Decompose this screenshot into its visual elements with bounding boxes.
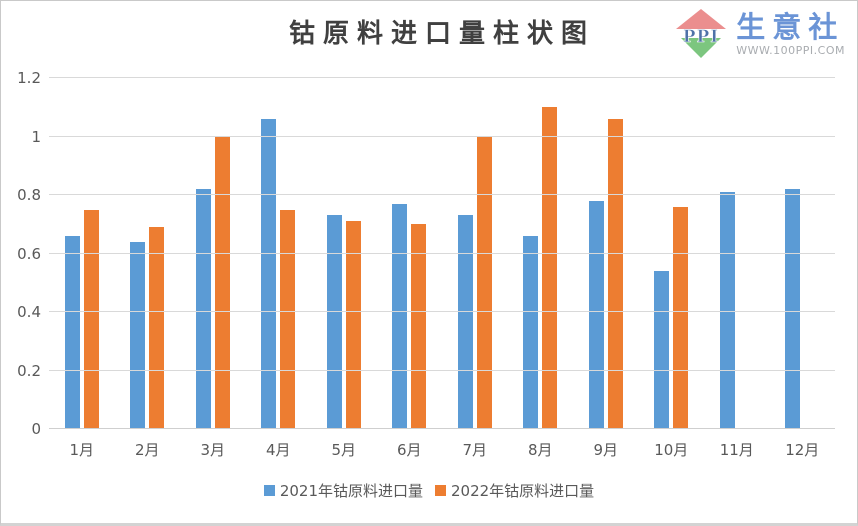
bar-group-month-6 [377, 78, 443, 429]
bar-series1-month-10 [654, 271, 670, 429]
gridline [49, 77, 835, 78]
y-axis: 0 0.2 0.4 0.6 0.8 1 1.2 [1, 69, 41, 438]
gridline [49, 252, 835, 254]
bar-series1-month-3 [195, 189, 211, 429]
bar-series2-month-5 [345, 221, 361, 429]
x-axis-label: 12月 [785, 441, 820, 459]
bar-series2-month-10 [673, 206, 689, 429]
gridline [49, 311, 835, 312]
bar-series1-month-5 [326, 215, 342, 429]
bar-group-month-10 [639, 78, 705, 429]
bar-group-month-2 [115, 78, 181, 429]
bar-series1-month-4 [261, 118, 277, 429]
gridline [49, 194, 835, 195]
x-axis-label: 9月 [593, 441, 619, 459]
bar-group-month-1 [49, 78, 115, 429]
logo-ppi-text: PPI [683, 27, 720, 47]
bar-series2-month-8 [542, 107, 558, 429]
legend-label: 2021年钴原料进口量 [279, 482, 423, 500]
bar-series1-month-7 [457, 215, 473, 429]
y-axis-tick-label: 0.4 [17, 303, 41, 321]
bar-series2-month-4 [280, 209, 296, 429]
logo-roof-triangle [676, 9, 727, 29]
x-axis-label: 4月 [265, 441, 291, 459]
bar-group-month-8 [508, 78, 574, 429]
bar-series2-month-3 [214, 136, 230, 429]
x-axis-label: 6月 [396, 441, 422, 459]
site-logo: PPI 生意社 WWW.100PPI.COM [674, 8, 845, 60]
legend-label: 2022年钴原料进口量 [451, 482, 595, 500]
x-axis-label: 3月 [200, 441, 226, 459]
legend-swatch-icon [435, 485, 446, 496]
bar-series2-month-2 [149, 227, 165, 429]
brand-name: 生意社 [736, 9, 845, 44]
bar-group-month-5 [311, 78, 377, 429]
legend: 2021年钴原料进口量 2022年钴原料进口量 [1, 480, 857, 501]
x-axis-label: 7月 [462, 441, 488, 459]
y-axis-tick-label: 1 [31, 127, 41, 146]
ppi-house-icon: PPI [676, 9, 727, 58]
bar-series2-month-6 [411, 224, 427, 429]
bar-series1-month-9 [588, 200, 604, 429]
y-axis-tick-label: 0.2 [17, 361, 41, 380]
bar-series1-month-8 [523, 235, 539, 429]
bars-row [49, 78, 835, 429]
x-axis-label: 10月 [654, 441, 689, 459]
bar-series1-month-2 [130, 241, 146, 429]
bar-series1-month-1 [64, 235, 80, 429]
x-axis-label: 1月 [69, 441, 95, 459]
x-axis-label: 11月 [719, 441, 754, 459]
y-axis-tick-label: 1.2 [17, 69, 41, 87]
chart-title: 钴原料进口量柱状图 [288, 19, 595, 49]
logo-base-triangle [681, 38, 722, 58]
y-axis-tick-label: 0 [31, 420, 41, 438]
bar-group-month-11 [704, 78, 770, 429]
bar-group-month-3 [180, 78, 246, 429]
legend-swatch-icon [263, 485, 275, 496]
y-axis-tick-label: 0.6 [17, 244, 41, 263]
bar-group-month-12 [770, 78, 836, 429]
bar-series2-month-1 [83, 209, 99, 429]
x-axis-label: 5月 [331, 441, 357, 459]
bar-group-month-4 [246, 78, 312, 429]
legend-item-2: 2022年钴原料进口量 [435, 480, 594, 501]
y-axis-tick-label: 0.8 [17, 186, 41, 204]
logo-text-block: 生意社 WWW.100PPI.COM [736, 9, 845, 58]
bar-group-month-7 [442, 78, 508, 429]
bar-group-month-9 [573, 78, 639, 429]
bar-series2-month-7 [476, 136, 492, 429]
x-axis: 1月 2月 3月 4月 5月 6月 7月 8月 9月 10月 11月 12月 [49, 439, 835, 460]
gridline [49, 369, 835, 371]
bar-series1-month-12 [785, 189, 801, 429]
x-axis-label: 8月 [527, 441, 553, 459]
plot-area [49, 77, 835, 429]
bar-series2-month-9 [607, 118, 623, 429]
legend-item-1: 2021年钴原料进口量 [263, 480, 423, 501]
brand-url: WWW.100PPI.COM [736, 44, 845, 58]
x-axis-label: 2月 [134, 441, 160, 459]
bar-series1-month-6 [392, 203, 408, 429]
x-axis-line [49, 428, 835, 429]
gridline [49, 135, 835, 137]
